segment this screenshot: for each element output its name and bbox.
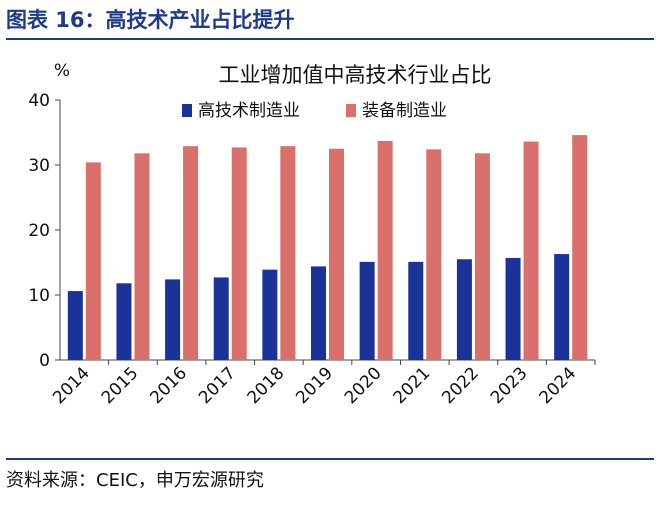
x-tick-label: 2016	[146, 363, 191, 408]
legend: 高技术制造业 装备制造业	[182, 101, 447, 121]
bar-equipment-2018	[280, 146, 296, 360]
source-rule	[6, 458, 654, 460]
y-tick-label: 40	[28, 91, 50, 111]
bar-equipment-2015	[134, 153, 150, 360]
x-axis: 2014 2015 2016 2017 2018 2019 2020 2021 2022 2023…	[49, 359, 596, 408]
bar-high-tech-2016	[165, 279, 181, 360]
source-note: 资料来源：CEIC，申万宏源研究	[6, 470, 264, 491]
bar-high-tech-2014	[67, 291, 83, 360]
bar-equipment-2020	[377, 140, 393, 360]
bar-high-tech-2017	[213, 277, 229, 360]
bar-equipment-2021	[426, 149, 442, 360]
legend-swatch	[346, 104, 356, 117]
x-tick-label: 2024	[535, 363, 580, 408]
bar-equipment-2022	[474, 153, 490, 360]
legend-label: 高技术制造业	[198, 101, 300, 121]
bar-equipment-2017	[231, 147, 247, 360]
x-tick-label: 2023	[487, 363, 532, 408]
bar-equipment-2014	[85, 162, 101, 360]
bar-high-tech-2019	[311, 266, 326, 360]
bar-equipment-2019	[329, 148, 344, 360]
bar-high-tech-2021	[408, 261, 424, 360]
bar-high-tech-2024	[554, 254, 570, 360]
title-rule	[6, 38, 654, 40]
bar-high-tech-2020	[359, 261, 375, 360]
bars	[67, 135, 588, 360]
y-tick-label: 0	[39, 351, 50, 371]
bar-equipment-2016	[183, 146, 199, 360]
x-tick-label: 2019	[292, 363, 337, 408]
legend-label: 装备制造业	[362, 101, 447, 121]
x-tick-label: 2020	[341, 363, 386, 408]
y-tick-label: 30	[28, 156, 50, 176]
bar-equipment-2023	[523, 141, 539, 360]
x-tick-label: 2017	[195, 363, 240, 408]
bar-chart: 工业增加值中高技术行业占比 % 高技术制造业 装备制造业 0 10 20 30 40 20…	[28, 61, 596, 408]
y-axis-unit-label: %	[54, 61, 70, 81]
bar-high-tech-2015	[116, 283, 132, 360]
bar-equipment-2024	[572, 135, 588, 360]
figure-title: 图表 16：高技术产业占比提升	[6, 8, 295, 32]
y-tick-label: 20	[28, 221, 50, 241]
x-tick-label: 2015	[98, 363, 143, 408]
x-tick-label: 2021	[390, 363, 435, 408]
y-tick-label: 10	[28, 286, 50, 306]
bar-high-tech-2022	[456, 259, 472, 360]
chart-title: 工业增加值中高技术行业占比	[219, 63, 492, 87]
x-tick-label: 2014	[49, 363, 94, 408]
y-axis: 0 10 20 30 40	[28, 91, 61, 371]
x-tick-label: 2018	[244, 363, 289, 408]
x-tick-label: 2022	[438, 363, 483, 408]
legend-swatch	[182, 104, 192, 117]
bar-high-tech-2023	[505, 257, 521, 360]
bar-high-tech-2018	[262, 269, 278, 360]
